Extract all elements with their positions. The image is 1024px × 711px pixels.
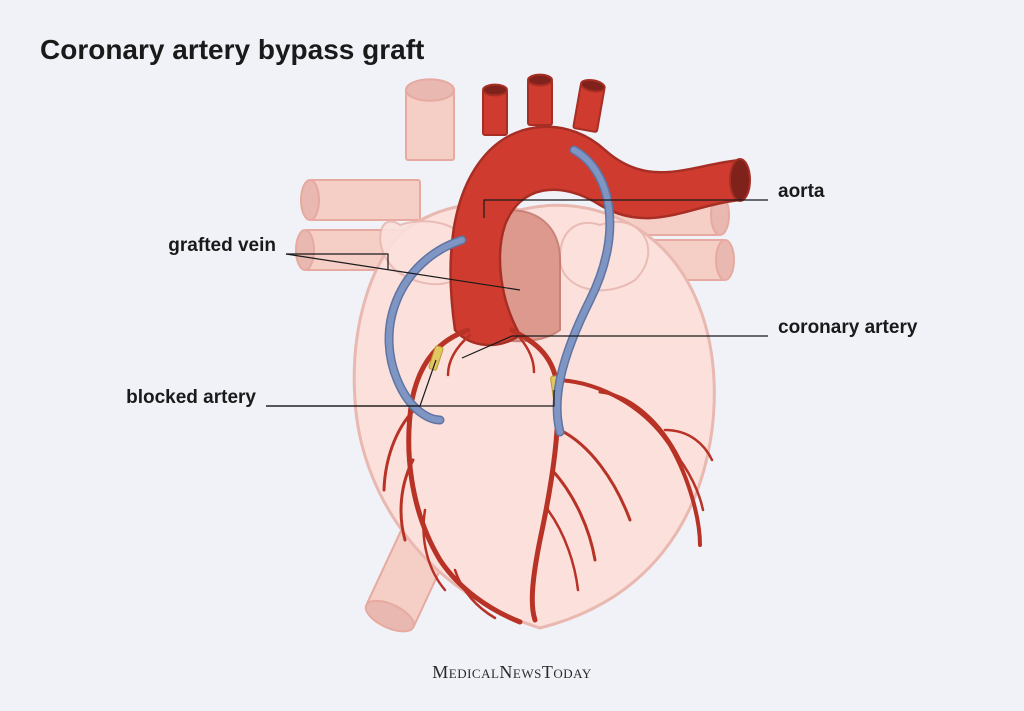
footer-word-medical: Medical [432, 662, 499, 682]
diagram-title: Coronary artery bypass graft [40, 34, 424, 66]
diagram-stage: Coronary artery bypass graft aorta graft… [0, 0, 1024, 711]
label-coronary-artery: coronary artery [778, 317, 917, 339]
heart-diagram-svg [0, 0, 1024, 711]
label-aorta: aorta [778, 181, 824, 203]
footer-word-news: News [499, 662, 541, 682]
footer-word-today: Today [542, 662, 592, 682]
label-blocked-artery: blocked artery [126, 387, 256, 409]
attribution-footer: MedicalNewsToday [0, 662, 1024, 683]
label-grafted-vein: grafted vein [168, 235, 276, 257]
